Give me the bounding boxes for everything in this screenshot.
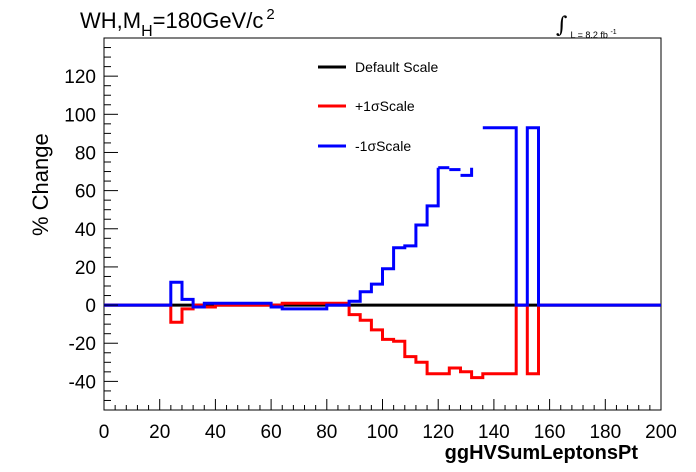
x-tick-label: 140 (478, 422, 510, 443)
y-tick-label: 120 (64, 67, 96, 88)
title-subscript: H (141, 23, 153, 40)
y-tick-label: -20 (69, 334, 96, 355)
series-line-1 (104, 301, 661, 380)
title-main: WH,M (80, 8, 142, 33)
x-tick-label: 60 (261, 422, 282, 443)
series-line-2 (104, 167, 440, 311)
y-tick-label: 20 (75, 258, 96, 279)
lumi-superscript: -1 (610, 29, 617, 36)
lumi-text: L = 8.2 fb (570, 30, 608, 40)
series-layer (104, 126, 661, 380)
y-axis-label: % Change (28, 133, 53, 236)
x-tick-label: 180 (589, 422, 621, 443)
x-tick-label: 120 (422, 422, 454, 443)
title-superscript: 2 (266, 6, 275, 23)
x-tick-label: 160 (534, 422, 566, 443)
integral-symbol-icon: ∫ (556, 13, 568, 38)
x-tick-label: 20 (149, 422, 170, 443)
x-tick-label: 200 (645, 422, 677, 443)
x-tick-label: 100 (367, 422, 399, 443)
y-tick-label: 40 (75, 220, 96, 241)
plot-frame (103, 37, 662, 411)
x-tick-label: 0 (99, 422, 110, 443)
luminosity-label: ∫ L = 8.2 fb -1 (556, 13, 617, 44)
legend-label: -1σScale (355, 138, 411, 154)
series-2-segment-2 (460, 167, 474, 177)
x-axis-label: ggHVSumLeptonsPt (444, 442, 638, 464)
y-tick-label: 100 (64, 105, 96, 126)
y-tick-label: 60 (75, 182, 96, 203)
y-tick-label: 0 (85, 296, 96, 317)
y-tick-label: -40 (69, 372, 96, 393)
title-rest: =180GeV/c (152, 8, 264, 33)
legend: Default Scale +1σScale -1σScale (318, 59, 438, 154)
legend-label: Default Scale (355, 59, 438, 75)
y-tick-label: 80 (75, 143, 96, 164)
plot-border (103, 37, 662, 411)
axes-layer: 0 20 40 60 80 100 120 140 160 180 200 -40 -20 0 20 40 60… (64, 47, 677, 443)
chart-title: WH,MH=180GeV/c 2 (80, 6, 275, 40)
x-tick-label: 40 (205, 422, 226, 443)
x-tick-label: 80 (316, 422, 337, 443)
series-2-segment-3 (482, 126, 661, 307)
legend-label: +1σScale (355, 98, 415, 114)
